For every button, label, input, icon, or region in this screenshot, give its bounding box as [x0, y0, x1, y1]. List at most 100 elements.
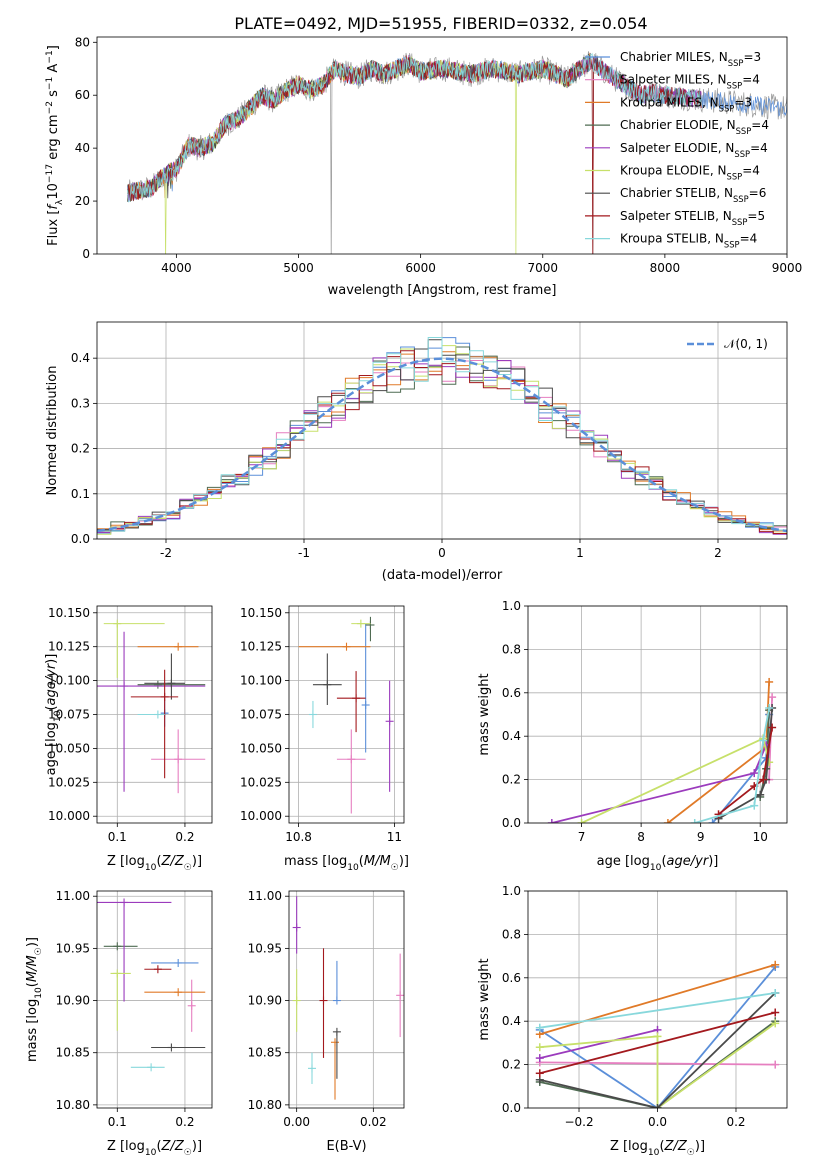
x-tick-label: 0.02 [360, 1115, 387, 1129]
x-axis-label: age [log10(age/yr)] [597, 854, 719, 873]
x-tick-label: 1 [576, 546, 584, 560]
x-tick-label: 8 [637, 830, 645, 844]
x-tick-label: 10.8 [285, 830, 312, 844]
y-tick-label: 11.00 [56, 889, 90, 903]
legend-label: Chabrier ELODIE, NSSP=4 [620, 118, 769, 136]
y-axis-label: mass weight [477, 673, 492, 755]
weight-line [717, 727, 773, 816]
age-mass-points [298, 616, 394, 814]
y-tick-label: 0.8 [502, 642, 521, 656]
y-tick-label: 0.0 [71, 532, 90, 546]
y-axis-label: age [log10(age/yr)] [44, 654, 63, 776]
x-axis-label: mass [log10(M/M☉)] [284, 854, 409, 873]
histogram-steps [97, 337, 787, 535]
y-tick-label: 0.2 [71, 442, 90, 456]
y-tick-label: 0.2 [502, 773, 521, 787]
x-tick-label: 0.2 [175, 830, 194, 844]
y-tick-label: 0.3 [71, 396, 90, 410]
x-tick-label: 10 [753, 830, 768, 844]
y-tick-label: 0.0 [502, 1101, 521, 1115]
y-tick-label: 0.4 [71, 351, 90, 365]
y-tick-label: 0.6 [502, 686, 521, 700]
x-tick-label: 11 [387, 830, 402, 844]
weight-age-frame [527, 605, 788, 824]
x-tick-label: −0.2 [564, 1115, 593, 1129]
mass-Z-axes: 0.1 0.2 10.80 10.85 10.90 10.95 11.00 [56, 889, 212, 1129]
x-tick-label: 9 [697, 830, 705, 844]
x-axis-label: Z [log10(Z/Z☉)] [610, 1139, 705, 1158]
weight-line [539, 1022, 776, 1108]
model-spectrum-line [127, 52, 702, 203]
x-tick-label: 6000 [405, 261, 436, 275]
y-tick-label: 0.0 [502, 816, 521, 830]
legend-label: Chabrier MILES, NSSP=3 [620, 50, 761, 68]
age-mass-frame [288, 605, 405, 824]
y-tick-label: 10.80 [248, 1098, 282, 1112]
y-tick-label: 20 [75, 194, 90, 208]
mass-ebv-points [292, 896, 404, 1100]
weight-line [539, 992, 776, 1108]
y-tick-label: 10.050 [48, 741, 90, 755]
x-axis-label: Z [log10(Z/Z☉)] [107, 1139, 202, 1158]
y-tick-label: 10.95 [56, 941, 90, 955]
x-tick-label: 7000 [527, 261, 558, 275]
weight-age-axes: 7 8 9 10 0.0 0.2 0.4 0.6 0.8 1.0 [502, 599, 787, 844]
y-tick-label: 11.00 [248, 889, 282, 903]
age-Z-axes: 0.1 0.2 10.000 10.025 10.050 10.075 10.100 10.1… [48, 606, 212, 844]
x-tick-label: 0.2 [726, 1115, 745, 1129]
age-Z-points [97, 619, 206, 794]
x-tick-label: -2 [160, 546, 172, 560]
y-tick-label: 80 [75, 35, 90, 49]
y-tick-label: 0.6 [502, 971, 521, 985]
y-tick-label: 0 [82, 247, 90, 261]
residuals-axes: -2 -1 0 1 2 0.0 0.1 0.2 0.3 0.4 [71, 322, 787, 560]
x-tick-label: 0.1 [108, 1115, 127, 1129]
weight-line [539, 1029, 658, 1059]
legend-label: Kroupa STELIB, NSSP=4 [620, 232, 757, 250]
y-tick-label: 10.075 [240, 708, 282, 722]
legend-label: Kroupa MILES, NSSP=3 [620, 95, 752, 113]
x-tick-label: 2 [714, 546, 722, 560]
weight-line [539, 1020, 776, 1108]
y-tick-label: 10.025 [48, 775, 90, 789]
age-mass-axes: 10.8 11 10.000 10.025 10.050 10.075 10.100 10.1… [240, 606, 404, 844]
y-tick-label: 1.0 [502, 884, 521, 898]
figure-title: PLATE=0492, MJD=51955, FIBERID=0332, z=0… [234, 14, 647, 33]
y-tick-label: 0.4 [502, 1014, 521, 1028]
x-axis-label: E(B-V) [326, 1139, 366, 1154]
y-tick-label: 0.8 [502, 927, 521, 941]
spectrum-lines [127, 51, 787, 254]
x-tick-label: 0.0 [648, 1115, 667, 1129]
x-tick-label: 0.2 [175, 1115, 194, 1129]
legend-label: Chabrier STELIB, NSSP=6 [620, 186, 766, 204]
y-tick-label: 10.85 [248, 1046, 282, 1060]
y-tick-label: 10.125 [240, 640, 282, 654]
y-tick-label: 0.4 [502, 729, 521, 743]
y-tick-label: 10.125 [48, 640, 90, 654]
y-tick-label: 0.2 [502, 1058, 521, 1072]
x-tick-label: 4000 [161, 261, 192, 275]
model-spectrum-line [127, 56, 580, 254]
y-tick-label: 60 [75, 88, 90, 102]
y-tick-label: 10.000 [240, 809, 282, 823]
x-tick-label: 9000 [772, 261, 803, 275]
y-axis-label: Normed distribution [45, 366, 60, 496]
y-tick-label: 40 [75, 141, 90, 155]
legend-label: Salpeter STELIB, NSSP=5 [620, 209, 765, 227]
mass-ebv-axes: 0.00 0.02 10.80 10.85 10.90 10.95 11.00 [248, 889, 404, 1129]
x-axis-label: (data-model)/error [382, 568, 503, 583]
x-tick-label: 5000 [283, 261, 314, 275]
legend-label: 𝒩(0, 1) [724, 337, 768, 351]
y-tick-label: 10.150 [48, 606, 90, 620]
weight-Z-axes: −0.2 0.0 0.2 0.0 0.2 0.4 0.6 0.8 1.0 [502, 884, 787, 1129]
y-tick-label: 10.95 [248, 941, 282, 955]
weight-line [539, 992, 776, 1029]
spectrum-frame [96, 36, 788, 255]
y-tick-label: 10.80 [56, 1098, 90, 1112]
x-tick-label: 8000 [650, 261, 681, 275]
x-axis-label: Z [log10(Z/Z☉)] [107, 854, 202, 873]
y-tick-label: 10.075 [48, 708, 90, 722]
y-tick-label: 10.90 [56, 994, 90, 1008]
y-tick-label: 10.90 [248, 994, 282, 1008]
